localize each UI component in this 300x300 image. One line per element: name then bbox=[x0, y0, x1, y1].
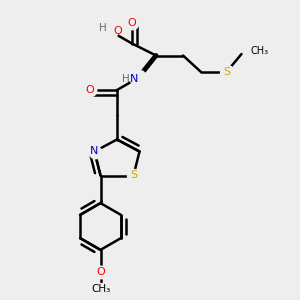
Text: O: O bbox=[96, 267, 105, 278]
Text: S: S bbox=[223, 67, 230, 77]
Text: O: O bbox=[128, 17, 136, 28]
Text: H: H bbox=[99, 23, 106, 33]
Text: N: N bbox=[90, 146, 99, 157]
Text: CH₃: CH₃ bbox=[250, 46, 268, 56]
Text: N: N bbox=[130, 74, 139, 85]
Text: CH₃: CH₃ bbox=[91, 284, 110, 295]
Text: H: H bbox=[122, 74, 130, 85]
Text: O: O bbox=[113, 26, 122, 37]
Text: S: S bbox=[130, 170, 137, 181]
Text: O: O bbox=[85, 85, 94, 95]
